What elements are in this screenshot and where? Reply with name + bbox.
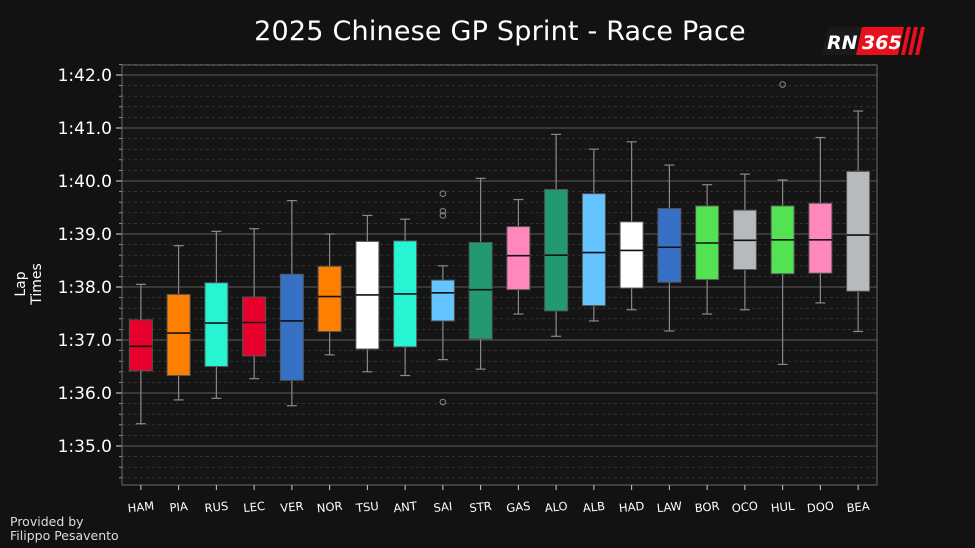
x-tick-label: NOR (316, 499, 343, 516)
y-tick-label: 1:35.0 (58, 437, 112, 457)
y-axis-label: Lap Times (13, 263, 45, 305)
box-body (846, 170, 871, 292)
rn365-logo: RN 365 (822, 27, 925, 55)
x-tick-label: OCO (731, 499, 758, 516)
box-body (279, 273, 304, 381)
credit-line-1: Provided by (10, 514, 84, 529)
box-body (657, 208, 682, 283)
y-tick-label: 1:38.0 (58, 278, 112, 298)
plot-area (122, 65, 877, 485)
chart-title: 2025 Chinese GP Sprint - Race Pace (254, 16, 746, 47)
box-law (657, 164, 682, 332)
x-tick-label: BEA (846, 499, 870, 515)
box-ant (393, 218, 418, 377)
y-tick-label: 1:42.0 (58, 66, 112, 86)
x-tick-label: TSU (354, 499, 379, 515)
box-body (128, 319, 153, 372)
box-doo (808, 136, 833, 304)
x-tick-label: LEC (243, 499, 266, 515)
x-tick-label: RUS (204, 499, 229, 515)
outlier-point (439, 190, 447, 198)
x-tick-label: STR (469, 499, 493, 515)
box-ver (279, 200, 304, 407)
box-body (468, 241, 493, 340)
box-body (430, 279, 455, 322)
logo-red-panel (856, 27, 904, 55)
x-tick-label: DOO (806, 499, 834, 516)
logo-stripe (915, 27, 925, 55)
box-nor (317, 233, 342, 356)
x-tick-label: ALO (544, 499, 568, 515)
plot-frame (121, 64, 878, 486)
logo-stripe (901, 27, 911, 55)
box-had (619, 141, 644, 311)
logo-dark-panel (822, 27, 862, 55)
x-tick-label: HAM (127, 499, 155, 516)
box-gas (506, 198, 531, 315)
box-tsu (355, 214, 380, 373)
x-tick-label: HAD (618, 499, 645, 516)
box-body (204, 282, 229, 368)
box-body (317, 265, 342, 333)
y-tick-label: 1:41.0 (58, 119, 112, 139)
box-bor (695, 184, 720, 315)
logo-number: 365 (862, 32, 902, 54)
x-tick-label: ALB (582, 499, 606, 515)
box-body (619, 221, 644, 289)
outlier-point (779, 81, 786, 88)
credit-line-2: Filippo Pesavento (10, 528, 119, 543)
x-tick-label: VER (280, 499, 304, 515)
box-ham (128, 283, 153, 425)
box-body (581, 193, 606, 307)
box-alo (544, 133, 569, 337)
logo-stripe (908, 27, 918, 55)
box-hul (770, 81, 795, 365)
box-alb (581, 148, 606, 322)
y-tick-label: 1:36.0 (58, 384, 112, 404)
box-lec (242, 228, 267, 380)
x-tick-label: BOR (694, 499, 720, 516)
outlier-point (439, 212, 447, 219)
logo-text: RN (827, 32, 858, 54)
box-bea (846, 110, 871, 333)
y-tick-label: 1:40.0 (58, 172, 112, 192)
outlier-point (439, 207, 447, 215)
credit-text: Provided by Filippo Pesavento (10, 515, 119, 543)
outlier-point (439, 398, 447, 406)
box-body (544, 188, 569, 312)
y-tick-label: 1:37.0 (58, 331, 112, 351)
box-body (166, 293, 191, 377)
box-oco (732, 173, 757, 311)
x-tick-label: LAW (656, 499, 683, 516)
x-tick-label: GAS (506, 499, 531, 515)
box-rus (204, 230, 229, 399)
y-tick-label: 1:39.0 (58, 225, 112, 245)
x-tick-label: ANT (393, 499, 419, 515)
box-sai (430, 190, 455, 406)
box-body (506, 226, 531, 291)
x-tick-label: HUL (770, 499, 795, 515)
box-str (468, 177, 493, 370)
x-tick-label: SAI (433, 499, 453, 515)
x-tick-label: PIA (169, 499, 189, 515)
box-body (808, 202, 833, 274)
box-body (242, 296, 267, 357)
box-pia (166, 245, 191, 401)
